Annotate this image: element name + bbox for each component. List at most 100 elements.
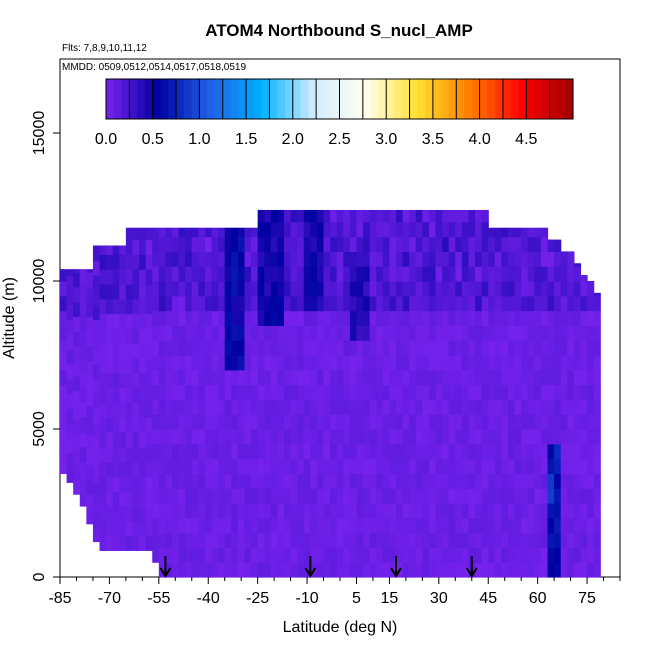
colorbar-segment [378,79,387,119]
heatmap-cell [415,458,423,474]
heatmap-cell [125,476,134,492]
heatmap-cell [396,281,404,297]
heatmap-cell [316,355,325,371]
heatmap-cell [165,295,173,312]
heatmap-cell [435,355,443,371]
heatmap [60,209,601,578]
heatmap-cell [86,331,94,347]
heatmap-cell [99,269,107,285]
heatmap-cell [165,399,173,415]
x-tick-label: 75 [578,590,596,607]
heatmap-cell [356,355,364,371]
heatmap-cell [461,355,470,371]
heatmap-cell [356,443,364,460]
heatmap-cell [382,503,391,519]
heatmap-cell [106,461,114,477]
heatmap-cell [185,488,193,504]
heatmap-cell [264,399,272,415]
heatmap-cell [185,473,193,489]
colorbar-segment [393,79,403,119]
heatmap-cell [488,503,496,519]
heatmap-cell [554,369,562,386]
heatmap-cell [185,310,193,326]
heatmap-cell [119,283,127,300]
heatmap-cell [323,414,331,430]
heatmap-cell [481,532,489,548]
colorbar-segment [222,79,232,119]
heatmap-cell [297,429,305,445]
heatmap-cell [521,517,529,534]
heatmap-cell [297,414,305,430]
heatmap-cell [79,313,87,329]
heatmap-cell [560,547,568,563]
heatmap-cell [508,310,516,326]
heatmap-cell [343,340,351,356]
heatmap-cell [125,269,134,285]
heatmap-cell [211,458,219,474]
heatmap-cell [316,517,325,534]
heatmap-cell [567,503,575,519]
heatmap-cell [323,221,331,238]
heatmap-cell [277,281,285,297]
heatmap-cell [442,532,450,548]
heatmap-cell [224,503,232,519]
heatmap-cell [396,488,404,504]
heatmap-cell [158,340,167,356]
heatmap-cell [501,236,509,252]
heatmap-cell [481,443,489,460]
heatmap-cell [231,517,239,534]
heatmap-cell [99,372,107,389]
heatmap-cell [435,503,443,519]
heatmap-cell [534,399,542,415]
heatmap-cell [290,281,298,297]
heatmap-cell [540,443,549,460]
heatmap-cell [336,503,344,519]
heatmap-cell [191,340,199,356]
heatmap-cell [534,340,542,356]
heatmap-cell [422,517,430,534]
heatmap-cell [218,458,226,474]
heatmap-cell [527,384,535,400]
heatmap-cell [540,369,549,386]
heatmap-cell [244,266,252,282]
heatmap-cell [257,503,265,519]
heatmap-cell [376,399,384,415]
heatmap-cell [224,251,232,267]
heatmap-cell [494,266,503,282]
heatmap-cell [461,221,470,238]
heatmap-cell [178,251,186,267]
heatmap-cell [185,429,193,445]
heatmap-cell [428,209,437,223]
heatmap-cell [303,325,311,341]
heatmap-cell [468,340,476,356]
heatmap-cell [106,446,114,463]
heatmap-cell [481,384,489,400]
heatmap-cell [185,458,193,474]
heatmap-cell [534,532,542,548]
heatmap-cell [178,517,186,534]
heatmap-cell [376,384,384,400]
heatmap-cell [112,446,120,463]
heatmap-cell [593,310,601,326]
heatmap-cell [270,562,279,578]
heatmap-cell [343,562,351,578]
heatmap-cell [99,283,107,300]
heatmap-cell [316,295,325,312]
heatmap-cell [461,236,470,252]
heatmap-cell [145,283,153,300]
heatmap-cell [231,281,239,297]
heatmap-cell [468,547,476,563]
heatmap-cell [369,488,377,504]
heatmap-cell [99,343,107,359]
heatmap-cell [290,221,298,238]
heatmap-cell [409,473,417,489]
heatmap-cell [198,532,206,548]
heatmap-cell [422,221,430,238]
heatmap-cell [534,547,542,563]
heatmap-cell [382,562,391,578]
heatmap-cell [99,535,107,551]
heatmap-cell [554,266,562,282]
heatmap-cell [409,266,417,282]
heatmap-cell [587,281,595,297]
